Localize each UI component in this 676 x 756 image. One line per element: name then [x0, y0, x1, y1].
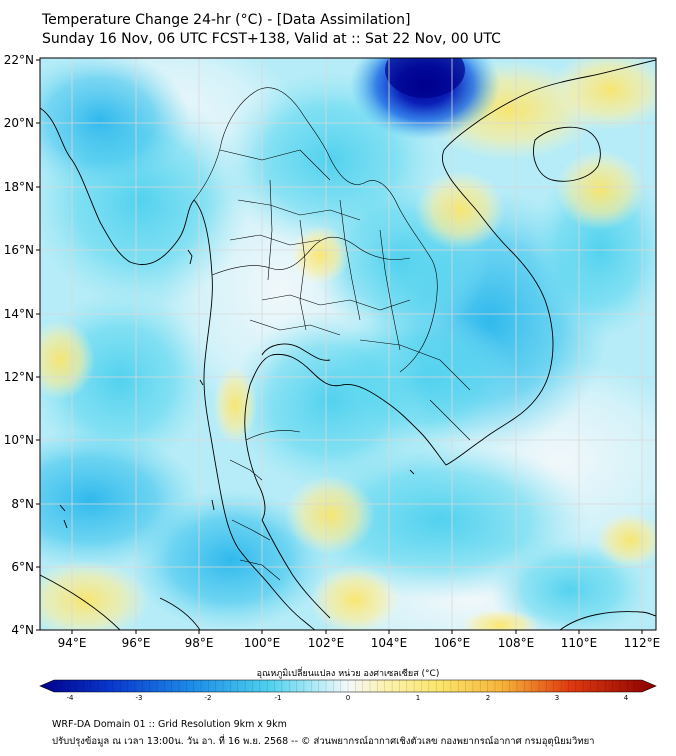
cb-tick-2: 2: [486, 694, 490, 702]
cb-tick-m2: -2: [205, 694, 212, 702]
lon-label-106: 106°E: [434, 636, 471, 650]
lat-label-8: 8°N: [11, 497, 34, 511]
lon-label-98: 98°E: [185, 636, 214, 650]
lon-label-100: 100°E: [244, 636, 281, 650]
longitude-labels: 94°E 96°E 98°E 100°E 102°E 104°E 106°E 1…: [58, 636, 661, 650]
lat-label-14: 14°N: [4, 307, 34, 321]
cb-tick-1: 1: [416, 694, 420, 702]
lat-label-22: 22°N: [4, 53, 34, 67]
lat-label-10: 10°N: [4, 433, 34, 447]
chart-subtitle: Sunday 16 Nov, 06 UTC FCST+138, Valid at…: [42, 31, 501, 47]
temperature-field: [40, 58, 656, 630]
colorbar-segments: [61, 680, 635, 692]
map-frame: [39, 57, 657, 631]
lat-label-16: 16°N: [4, 243, 34, 257]
lat-label-18: 18°N: [4, 180, 34, 194]
cb-tick-m3: -3: [136, 694, 143, 702]
colorbar-scale: [39, 679, 657, 693]
lon-label-108: 108°E: [498, 636, 535, 650]
lat-label-4: 4°N: [11, 623, 34, 637]
lat-label-6: 6°N: [11, 560, 34, 574]
gridlines: [40, 58, 656, 630]
colorbar: -4 -3 -2 -1 0 1 2 3 4: [39, 679, 657, 702]
colorbar-tick-labels: -4 -3 -2 -1 0 1 2 3 4: [67, 694, 629, 702]
cb-tick-4: 4: [624, 694, 629, 702]
colorbar-title: อุณหภูมิเปลี่ยนแปลง หน่วย องศาเซลเซียส (…: [256, 669, 440, 679]
lon-label-102: 102°E: [308, 636, 345, 650]
province-borders: [193, 87, 471, 581]
cb-tick-0: 0: [346, 694, 350, 702]
cb-tick-m1: -1: [275, 694, 282, 702]
lon-label-104: 104°E: [371, 636, 408, 650]
lat-label-20: 20°N: [4, 116, 34, 130]
lon-label-94: 94°E: [58, 636, 87, 650]
chart-title: Temperature Change 24-hr (°C) - [Data As…: [42, 12, 411, 28]
lon-label-112: 112°E: [624, 636, 661, 650]
footer-model-info: WRF-DA Domain 01 :: Grid Resolution 9km …: [52, 719, 287, 730]
axis-ticks: [36, 59, 643, 634]
cb-tick-3: 3: [555, 694, 559, 702]
lon-label-110: 110°E: [561, 636, 598, 650]
lon-label-96: 96°E: [122, 636, 151, 650]
coastlines: [40, 59, 656, 630]
cb-tick-m4: -4: [67, 694, 75, 702]
latitude-labels: 22°N 20°N 18°N 16°N 14°N 12°N 10°N 8°N 6…: [4, 53, 34, 637]
lat-label-12: 12°N: [4, 370, 34, 384]
footer-credit: ปรับปรุงข้อมูล ณ เวลา 13:00น. วัน อา. ที…: [52, 736, 595, 747]
